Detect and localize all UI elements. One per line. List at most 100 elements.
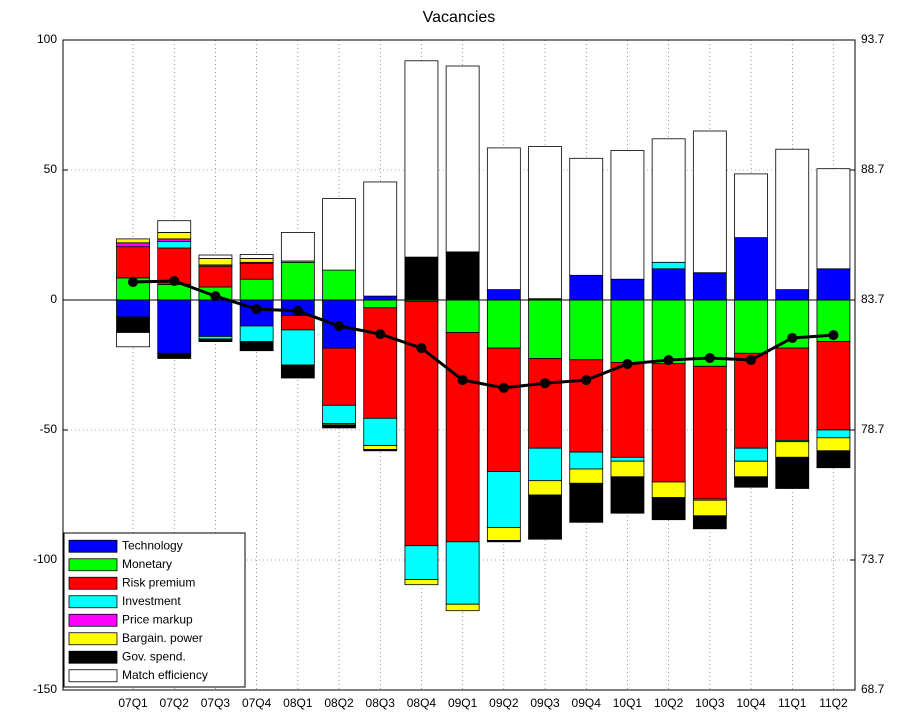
bar-segment — [239, 257, 274, 263]
bar-segment — [116, 246, 150, 279]
bar-segment — [157, 352, 192, 359]
bar-segment — [404, 545, 439, 580]
bar-segment — [198, 257, 233, 266]
line-marker — [581, 375, 592, 386]
line-marker — [416, 343, 427, 354]
line-marker — [498, 382, 509, 393]
x-tick-label: 10Q2 — [654, 696, 684, 710]
bar-segment — [239, 325, 274, 343]
bar-segment — [280, 329, 315, 366]
x-tick-label: 10Q3 — [695, 696, 725, 710]
line-series — [133, 279, 834, 390]
x-tick-label: 07Q1 — [118, 696, 148, 710]
bar-segment — [816, 450, 851, 469]
line-marker — [210, 291, 221, 302]
x-tick-label: 08Q4 — [407, 696, 437, 710]
bar-segment — [445, 603, 480, 612]
bar-segment — [198, 338, 233, 342]
line-marker — [292, 305, 303, 316]
bar-segment — [734, 476, 768, 488]
bar-segment — [363, 417, 398, 446]
line-marker — [540, 378, 551, 389]
legend-swatch — [68, 669, 118, 683]
bar-segment — [569, 359, 604, 453]
y-tick-label: 0 — [50, 292, 57, 306]
legend-swatch — [68, 632, 118, 646]
bar-segment — [363, 307, 398, 419]
bar-segment — [116, 238, 150, 244]
bar-segment — [280, 231, 315, 262]
line-marker — [169, 276, 180, 287]
bar-segment — [363, 295, 398, 301]
bar-segment — [569, 468, 604, 484]
bar-segment — [322, 424, 356, 429]
bar-segment — [116, 316, 150, 333]
bar-segment — [610, 299, 645, 363]
y-tick-label: 100 — [37, 32, 57, 46]
legend-swatch — [68, 558, 118, 572]
bar-segment — [445, 332, 480, 543]
line-marker — [457, 375, 468, 386]
bar-segment — [569, 157, 604, 276]
x-tick-label: 08Q2 — [324, 696, 354, 710]
bar-segment — [816, 341, 851, 431]
y-tick-label: -150 — [33, 682, 57, 696]
bar-segment — [157, 299, 192, 354]
legend-swatch — [68, 595, 118, 609]
bar-segment — [157, 231, 192, 240]
legend-label: Gov. spend. — [122, 649, 186, 663]
line-marker — [787, 332, 798, 343]
x-tick-label: 09Q4 — [572, 696, 602, 710]
bar-segment — [322, 269, 356, 301]
bar-segment — [157, 241, 192, 249]
x-tick-label: 07Q4 — [242, 696, 272, 710]
bar-segment — [239, 254, 274, 259]
x-tick-label: 09Q2 — [489, 696, 519, 710]
legend-label: Technology — [122, 538, 183, 552]
bar-segment — [734, 237, 768, 301]
legend-label: Monetary — [122, 557, 172, 571]
chart-title: Vacancies — [423, 9, 496, 26]
bar-segment — [651, 261, 686, 270]
bar-segment — [404, 60, 439, 258]
bar-segment — [363, 299, 398, 309]
x-tick-label: 10Q1 — [613, 696, 643, 710]
bar-segment — [734, 447, 768, 462]
legend-label: Match efficiency — [122, 668, 208, 682]
bar-segment — [445, 65, 480, 253]
bar-segment — [404, 256, 439, 301]
bar-segment — [486, 147, 521, 290]
bar-segment — [404, 300, 439, 547]
bar-segment — [816, 429, 851, 439]
line-marker — [251, 304, 262, 315]
line-marker — [663, 355, 674, 366]
x-tick-label: 08Q3 — [366, 696, 396, 710]
bar-segment — [651, 268, 686, 301]
bar-segment — [116, 332, 150, 348]
bar-segment — [734, 299, 768, 354]
bar-segment — [322, 347, 356, 406]
bar-segment — [692, 515, 727, 530]
bar-segment — [322, 404, 356, 424]
bar-segment — [486, 299, 521, 349]
bar-segment — [528, 447, 562, 482]
bar-segment — [239, 278, 274, 301]
bar-segment — [198, 265, 233, 288]
x-tick-label: 09Q1 — [448, 696, 478, 710]
bar-segment — [775, 441, 810, 458]
bar-segment — [239, 263, 274, 280]
bar-segment — [322, 198, 356, 271]
bar-segment — [528, 494, 562, 540]
bar-segment — [610, 460, 645, 478]
legend-swatch — [68, 576, 118, 590]
bar-segment — [569, 274, 604, 301]
bar-segment — [610, 278, 645, 301]
y-tick-label: -50 — [40, 422, 58, 436]
plot-frame — [62, 39, 856, 691]
bar-segment — [363, 449, 398, 452]
bar-segment — [157, 220, 192, 233]
bar-segment — [116, 242, 150, 248]
bar-segment — [692, 130, 727, 274]
legend-swatch — [68, 650, 118, 664]
